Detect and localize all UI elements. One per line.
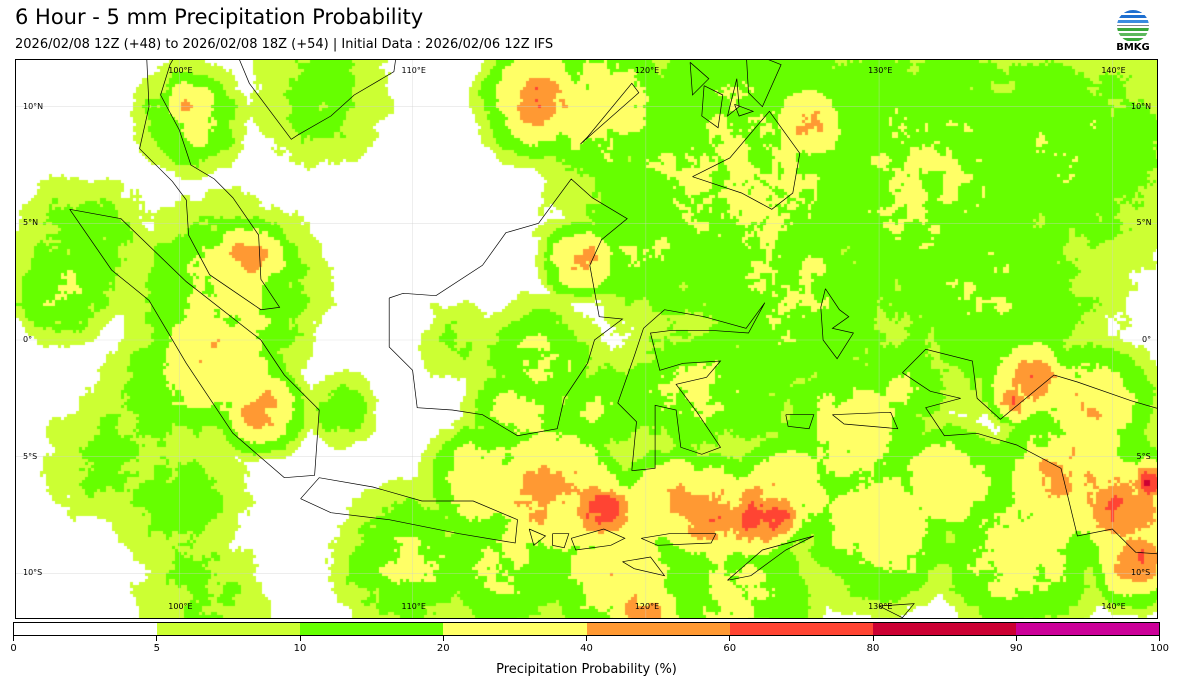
map-subtitle: 2026/02/08 12Z (+48) to 2026/02/08 18Z (… [15, 37, 554, 52]
lat-label-left: 0° [23, 335, 33, 344]
lat-label-right: 5°S [1136, 451, 1151, 461]
colorbar-segment [300, 623, 444, 635]
graticule [16, 60, 1157, 618]
colorbar-tick [156, 636, 158, 641]
coastline-indochina [239, 60, 396, 140]
coastline-seram [832, 411, 899, 430]
coastline-halmahera [820, 288, 854, 360]
coastline-malay-peninsula [139, 60, 281, 311]
bmkg-logo-icon [1117, 10, 1149, 41]
colorbar-tick [729, 636, 731, 641]
colorbar-tick-label: 80 [866, 643, 880, 654]
coastlines [69, 60, 1157, 618]
lon-label-top: 100°E [168, 66, 193, 75]
colorbar-tick [299, 636, 301, 641]
colorbar-segment [1015, 623, 1159, 635]
coastline-lombok [552, 533, 570, 549]
colorbar-segment [586, 623, 730, 635]
lon-label-bottom: 110°E [401, 602, 426, 611]
coastline-timor [727, 535, 814, 581]
coastline-melville [878, 603, 915, 618]
colorbar-tick-label: 10 [293, 643, 307, 654]
precipitation-map: 100°E 100°E 110°E 110°E 120°E 120°E 130°E 130°E… [15, 59, 1158, 619]
colorbar-tick [872, 636, 874, 641]
coastline-panay [689, 62, 710, 96]
coastline-mindanao [692, 110, 801, 210]
coastline-palawan [580, 82, 640, 145]
coastline-new-guinea [902, 348, 1157, 555]
coastline-sumatra [69, 208, 320, 479]
coastline-java [300, 477, 518, 544]
colorbar-tick [1015, 636, 1017, 641]
colorbar [13, 622, 1160, 636]
lon-label-bottom: 130°E [868, 602, 893, 611]
coastline-cebu [726, 78, 740, 117]
lon-label-bottom: 100°E [168, 602, 193, 611]
colorbar-segment [443, 623, 587, 635]
lat-label-left: 5°N [23, 218, 39, 228]
map-title: 6 Hour - 5 mm Precipitation Probability [15, 5, 424, 29]
coastline-bohol [734, 103, 755, 117]
coastline-sumbawa [570, 528, 626, 551]
lat-label-right: 10°N [1131, 101, 1152, 111]
colorbar-tick [13, 636, 14, 641]
probability-field [16, 60, 1157, 618]
lat-label-left: 10°N [23, 101, 44, 111]
colorbar-tick [586, 636, 587, 641]
coastline-buru [785, 414, 815, 430]
lon-label-top: 120°E [634, 66, 660, 75]
colorbar-tick-label: 0 [10, 643, 17, 654]
lon-label-top: 110°E [401, 66, 426, 75]
coastline-borneo [388, 178, 628, 437]
colorbar-segment [14, 623, 158, 635]
lon-label-bottom: 120°E [634, 602, 660, 611]
lat-label-left: 10°S [23, 568, 43, 578]
logo-text: BMKG [1116, 42, 1150, 53]
colorbar-label: Precipitation Probability (%) [496, 662, 677, 677]
colorbar-tick [442, 636, 444, 641]
lat-label-right: 0° [1142, 335, 1152, 344]
map-overlay [16, 60, 1157, 618]
colorbar-tick-label: 60 [723, 643, 737, 654]
lat-label-right: 5°N [1136, 218, 1152, 228]
colorbar-tick [1159, 636, 1160, 641]
coastline-samar-leyte [746, 60, 782, 108]
lat-label-right: 10°S [1131, 568, 1151, 578]
coastline-flores [641, 533, 717, 546]
colorbar-tick-label: 40 [580, 643, 593, 654]
lon-label-bottom: 140°E [1101, 602, 1126, 611]
colorbar-segment [157, 623, 301, 635]
colorbar-tick-label: 20 [436, 643, 450, 654]
colorbar-tick-label: 100 [1149, 643, 1170, 654]
coastline-sulawesi [617, 302, 766, 472]
coastline-sumba [622, 556, 666, 577]
coastline-negros [701, 85, 724, 129]
coastline-bali [528, 528, 547, 546]
lon-label-top: 130°E [868, 66, 893, 75]
colorbar-tick-label: 5 [153, 643, 160, 654]
colorbar-segment [729, 623, 873, 635]
colorbar-tick-label: 90 [1009, 643, 1023, 654]
colorbar-segment [872, 623, 1016, 635]
lon-label-top: 140°E [1101, 66, 1126, 75]
lat-label-left: 5°S [23, 451, 38, 461]
